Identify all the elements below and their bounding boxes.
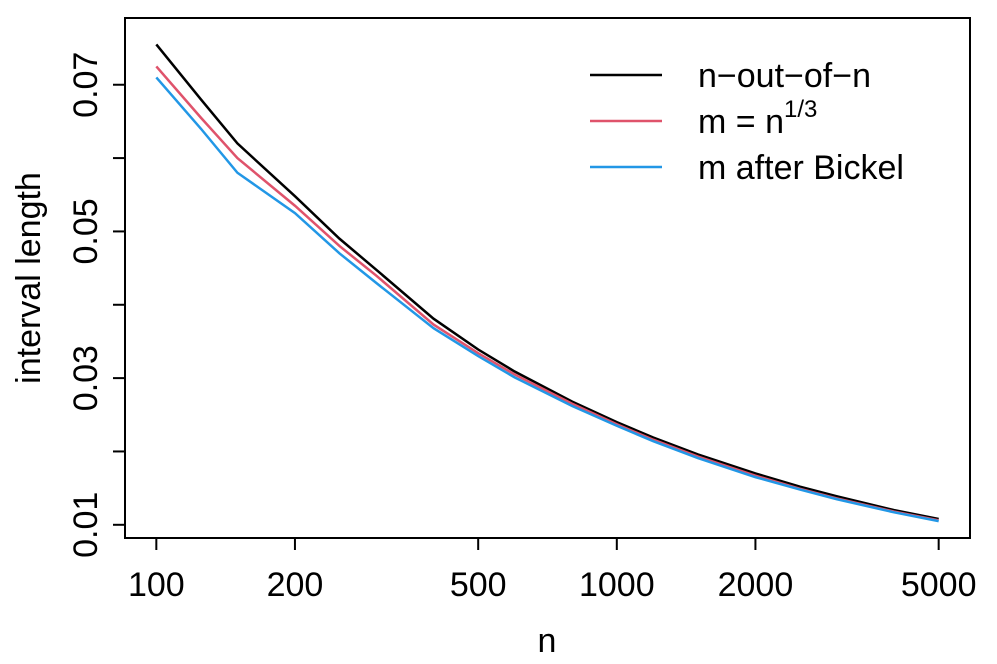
legend-label-text: m after Bickel [698, 149, 904, 187]
y-tick-label: 0.03 [67, 345, 105, 411]
y-tick-label: 0.01 [67, 492, 105, 558]
line [155, 65, 939, 522]
legend-label: n−out−of−n [698, 57, 871, 95]
x-tick-label: 5000 [901, 566, 977, 604]
line [155, 76, 939, 523]
y-axis-label: interval length [10, 172, 48, 384]
x-tick-label: 100 [128, 566, 185, 604]
x-tick-label: 500 [450, 566, 507, 604]
x-tick-label: 2000 [718, 566, 794, 604]
x-axis-label: n [538, 622, 557, 660]
y-tick-label: 0.05 [67, 198, 105, 264]
x-tick-label: 1000 [579, 566, 655, 604]
legend-label-text: n−out−of−n [698, 57, 871, 95]
legend-label-text: m = n [698, 103, 784, 141]
line [155, 43, 939, 521]
legend-label: m = n1/3 [698, 96, 817, 141]
plot-frame [124, 17, 971, 539]
y-tick-label: 0.07 [67, 52, 105, 118]
legend-label-superscript: 1/3 [784, 96, 817, 123]
x-tick-label: 200 [267, 566, 324, 604]
legend-label: m after Bickel [698, 149, 904, 187]
